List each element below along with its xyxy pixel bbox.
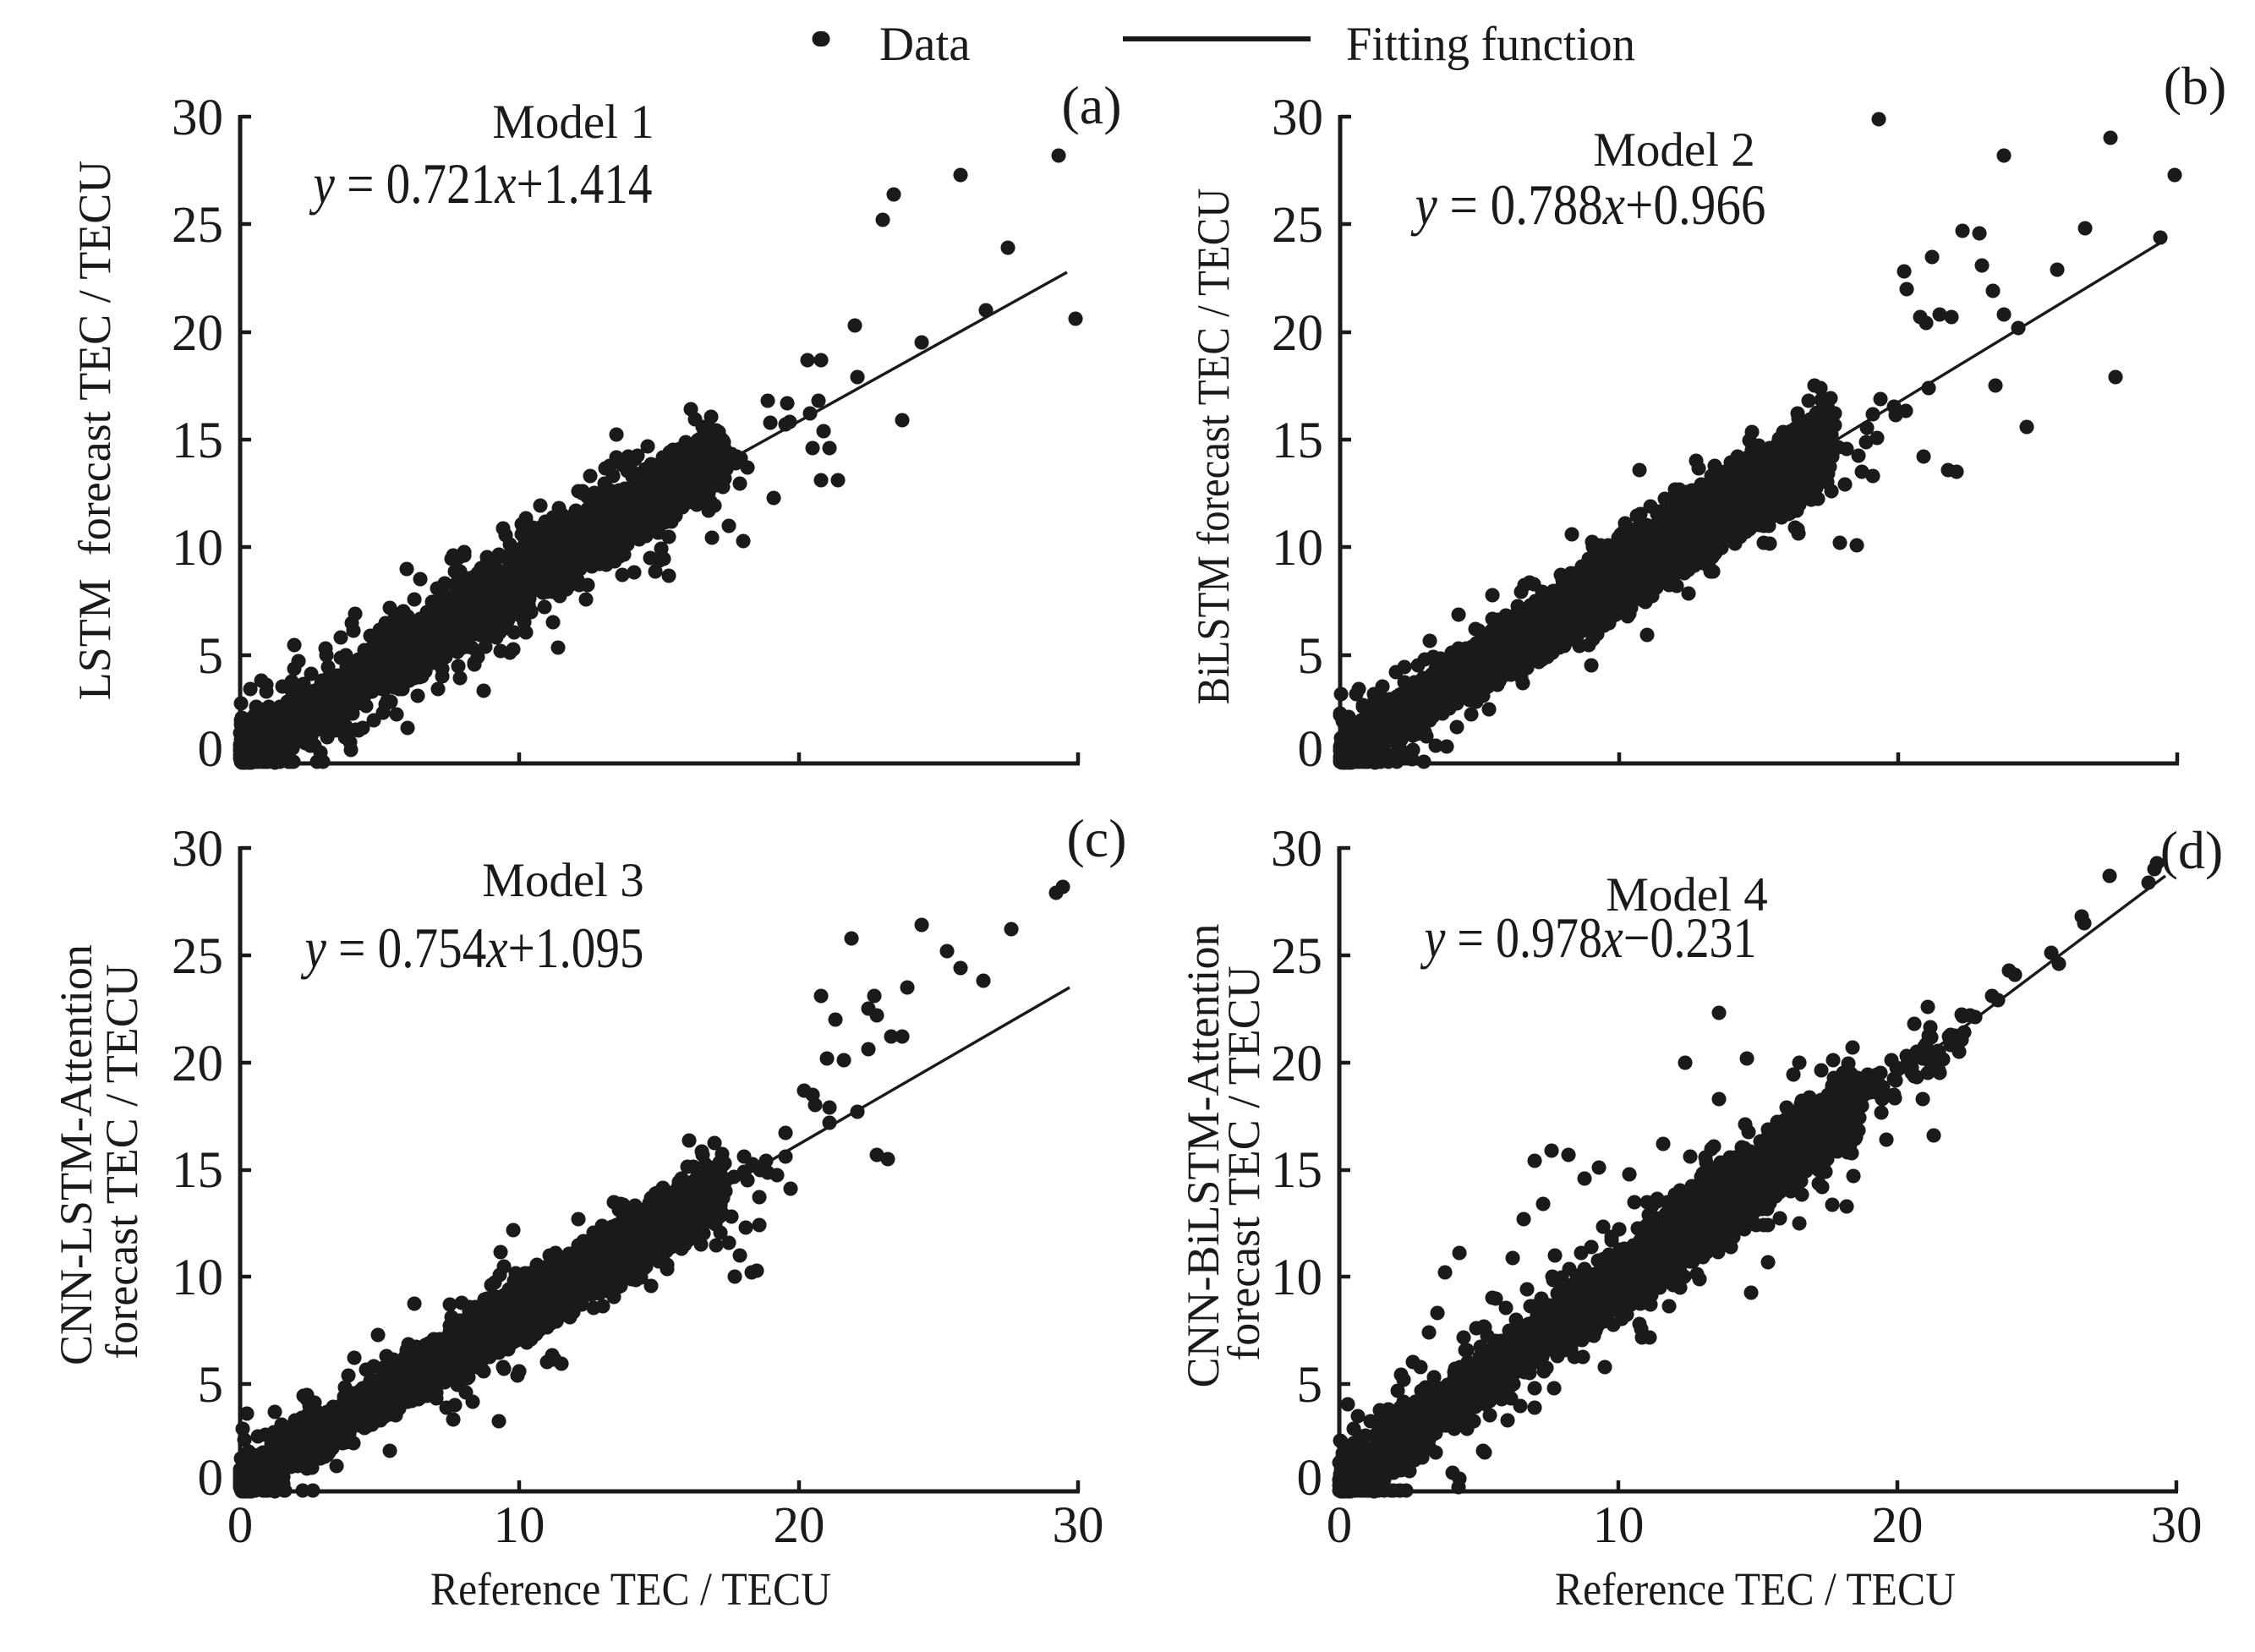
svg-text:15: 15 — [1272, 413, 1323, 469]
svg-text:Reference TEC / TECU: Reference TEC / TECU — [1555, 1563, 1956, 1615]
svg-text:10: 10 — [1271, 1250, 1322, 1306]
svg-text:30: 30 — [172, 821, 223, 878]
svg-text:forecast TEC / TECU: forecast TEC / TECU — [96, 964, 147, 1359]
svg-text:0: 0 — [227, 1497, 254, 1554]
svg-text:10: 10 — [494, 1497, 545, 1554]
svg-text:y = 0.978x−0.231: y = 0.978x−0.231 — [1420, 905, 1757, 970]
svg-text:5: 5 — [1298, 628, 1324, 685]
svg-text:0: 0 — [198, 721, 224, 778]
svg-text:0: 0 — [1327, 1497, 1353, 1554]
svg-text:0: 0 — [1298, 721, 1324, 778]
svg-text:10: 10 — [1272, 520, 1323, 577]
svg-text:15: 15 — [172, 413, 223, 469]
svg-text:30: 30 — [2151, 1497, 2203, 1554]
svg-text:(b): (b) — [2164, 56, 2227, 116]
svg-text:20: 20 — [1272, 305, 1323, 362]
svg-text:30: 30 — [172, 90, 223, 146]
svg-text:y = 0.754x+1.095: y = 0.754x+1.095 — [300, 916, 643, 980]
svg-text:25: 25 — [1271, 928, 1322, 985]
svg-text:Data: Data — [879, 18, 971, 71]
svg-text:y = 0.788x+0.966: y = 0.788x+0.966 — [1410, 172, 1765, 237]
svg-text:25: 25 — [172, 197, 223, 254]
svg-text:Model 4: Model 4 — [1606, 868, 1768, 922]
svg-text:Fitting function: Fitting function — [1346, 18, 1635, 71]
svg-text:0: 0 — [1297, 1450, 1323, 1507]
svg-text:(a): (a) — [1061, 75, 1121, 135]
svg-text:Reference TEC / TECU: Reference TEC / TECU — [430, 1563, 831, 1615]
svg-text:20: 20 — [1271, 1036, 1322, 1092]
svg-text:20: 20 — [774, 1497, 825, 1554]
svg-text:15: 15 — [1271, 1142, 1322, 1199]
svg-text:15: 15 — [172, 1142, 223, 1199]
svg-text:5: 5 — [1297, 1357, 1323, 1414]
svg-text:forecast TEC / TECU: forecast TEC / TECU — [1218, 965, 1269, 1360]
svg-text:CNN-LSTM-Attention: CNN-LSTM-Attention — [51, 944, 101, 1365]
svg-text:10: 10 — [1593, 1497, 1645, 1554]
svg-text:20: 20 — [172, 1036, 223, 1092]
svg-text:30: 30 — [1053, 1497, 1104, 1554]
svg-text:5: 5 — [198, 628, 224, 685]
svg-text:20: 20 — [1872, 1497, 1924, 1554]
svg-text:CNN-BiLSTM-Attention: CNN-BiLSTM-Attention — [1178, 924, 1229, 1388]
svg-text:LSTM forecast TEC / TECU: LSTM forecast TEC / TECU — [69, 161, 120, 700]
svg-text:20: 20 — [172, 305, 223, 362]
svg-text:BiLSTM forecast TEC / TECU: BiLSTM forecast TEC / TECU — [1188, 189, 1239, 705]
svg-text:30: 30 — [1271, 821, 1322, 878]
svg-text:5: 5 — [198, 1357, 224, 1414]
svg-text:10: 10 — [172, 1250, 223, 1306]
svg-text:25: 25 — [1272, 197, 1323, 254]
svg-text:25: 25 — [172, 928, 223, 985]
svg-text:Model 1: Model 1 — [492, 96, 654, 149]
svg-text:(c): (c) — [1066, 808, 1126, 868]
svg-text:0: 0 — [198, 1450, 224, 1507]
svg-text:30: 30 — [1272, 90, 1323, 146]
svg-text:Model 2: Model 2 — [1593, 123, 1755, 177]
svg-text:Model 3: Model 3 — [482, 854, 644, 907]
svg-text:10: 10 — [172, 520, 223, 577]
svg-text:(d): (d) — [2160, 820, 2224, 880]
svg-text:y = 0.721x+1.414: y = 0.721x+1.414 — [309, 151, 652, 216]
